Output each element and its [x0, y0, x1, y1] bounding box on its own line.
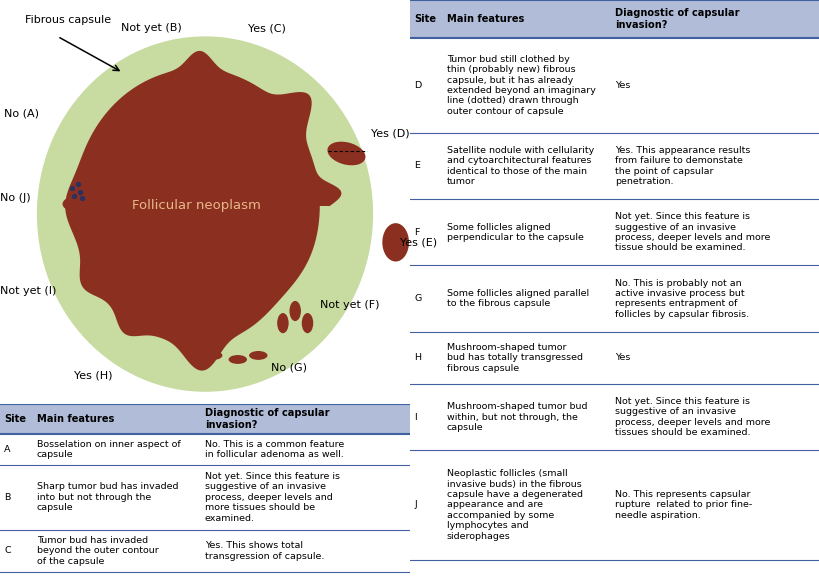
Text: Yes (E): Yes (E)	[400, 237, 437, 248]
Text: Yes. This shows total
transgression of capsule.: Yes. This shows total transgression of c…	[205, 541, 324, 560]
Text: A: A	[4, 445, 11, 454]
Ellipse shape	[301, 313, 313, 334]
Ellipse shape	[277, 313, 288, 334]
Text: Main features: Main features	[446, 14, 523, 24]
Ellipse shape	[327, 142, 365, 165]
Ellipse shape	[229, 355, 247, 364]
Text: Follicular neoplasm: Follicular neoplasm	[132, 200, 261, 212]
Text: Some follicles aligned parallel
to the fibrous capsule: Some follicles aligned parallel to the f…	[446, 289, 588, 308]
Text: Bosselation on inner aspect of
capsule: Bosselation on inner aspect of capsule	[37, 440, 180, 459]
Text: C: C	[4, 546, 11, 555]
Polygon shape	[66, 51, 341, 370]
Ellipse shape	[62, 197, 81, 211]
Bar	[410, 0, 819, 38]
Text: F: F	[414, 228, 419, 237]
Text: Diagnostic of capsular
invasion?: Diagnostic of capsular invasion?	[205, 409, 329, 430]
Text: D: D	[414, 81, 421, 89]
Text: B: B	[4, 493, 11, 502]
Text: Site: Site	[4, 414, 26, 424]
Text: Tumor bud still clothed by
thin (probably new) fibrous
capsule, but it has alrea: Tumor bud still clothed by thin (probabl…	[446, 55, 595, 116]
Text: Main features: Main features	[37, 414, 114, 424]
Text: Not yet (F): Not yet (F)	[319, 300, 379, 310]
Text: Satellite nodule with cellularity
and cytoarchitectural features
identical to th: Satellite nodule with cellularity and cy…	[446, 146, 594, 186]
Text: No. This is probably not an
active invasive process but
represents entrapment of: No. This is probably not an active invas…	[614, 279, 749, 319]
Ellipse shape	[249, 351, 267, 360]
Text: I: I	[414, 413, 416, 422]
Text: Mushroom-shaped tumor bud
within, but not through, the
capsule: Mushroom-shaped tumor bud within, but no…	[446, 402, 586, 432]
Text: No (J): No (J)	[0, 193, 30, 203]
Text: No (G): No (G)	[270, 362, 306, 373]
Text: Diagnostic of capsular
invasion?: Diagnostic of capsular invasion?	[614, 8, 739, 29]
Text: Mushroom-shaped tumor
bud has totally transgressed
fibrous capsule: Mushroom-shaped tumor bud has totally tr…	[446, 343, 582, 373]
Ellipse shape	[37, 36, 373, 392]
Ellipse shape	[289, 301, 301, 321]
Ellipse shape	[204, 351, 222, 360]
Text: Not yet. Since this feature is
suggestive of an invasive
process, deeper levels : Not yet. Since this feature is suggestiv…	[614, 212, 769, 252]
Text: No (A): No (A)	[4, 108, 39, 118]
Text: H: H	[414, 353, 421, 362]
Text: Site: Site	[414, 14, 436, 24]
Text: Not yet (I): Not yet (I)	[0, 286, 57, 296]
Text: Yes (H): Yes (H)	[74, 370, 112, 381]
Text: E: E	[414, 162, 419, 170]
Text: Yes (D): Yes (D)	[370, 128, 410, 138]
Text: Yes: Yes	[614, 81, 630, 89]
Text: Some follicles aligned
perpendicular to the capsule: Some follicles aligned perpendicular to …	[446, 223, 583, 242]
Bar	[0, 404, 410, 434]
Text: Tumor bud has invaded
beyond the outer contour
of the capsule: Tumor bud has invaded beyond the outer c…	[37, 536, 158, 565]
Text: Not yet. Since this feature is
suggestive of an invasive
process, deeper levels : Not yet. Since this feature is suggestiv…	[614, 397, 769, 437]
Text: Yes: Yes	[614, 353, 630, 362]
Ellipse shape	[382, 223, 409, 261]
Text: No. This represents capsular
rupture  related to prior fine-
needle aspiration.: No. This represents capsular rupture rel…	[614, 490, 751, 520]
Text: Yes (C): Yes (C)	[247, 23, 285, 33]
Text: G: G	[414, 294, 421, 303]
Text: Yes. This appearance results
from failure to demonstate
the point of capsular
pe: Yes. This appearance results from failur…	[614, 146, 749, 186]
Text: Not yet (B): Not yet (B)	[121, 23, 182, 33]
Text: No. This is a common feature
in follicular adenoma as well.: No. This is a common feature in follicul…	[205, 440, 344, 459]
Text: Fibrous capsule: Fibrous capsule	[25, 15, 111, 25]
Text: Not yet. Since this feature is
suggestive of an invasive
process, deeper levels : Not yet. Since this feature is suggestiv…	[205, 472, 340, 523]
Text: Sharp tumor bud has invaded
into but not through the
capsule: Sharp tumor bud has invaded into but not…	[37, 482, 179, 512]
Text: Neoplastic follicles (small
invasive buds) in the fibrous
capsule have a degener: Neoplastic follicles (small invasive bud…	[446, 469, 582, 541]
Text: J: J	[414, 500, 416, 509]
